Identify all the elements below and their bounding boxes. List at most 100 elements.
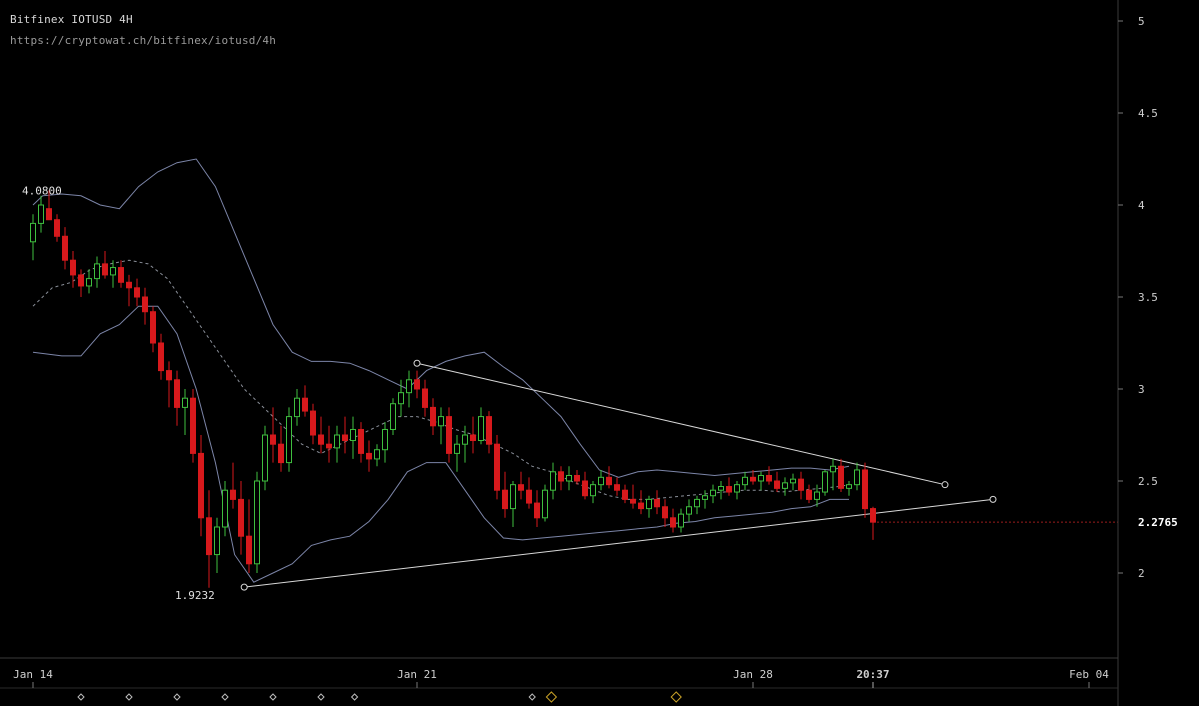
event-marker[interactable] [173,693,181,701]
candle-body [350,428,356,442]
candle-body [566,474,572,482]
candle-body [558,471,564,482]
candle-body [118,267,124,283]
candle-body [518,484,524,491]
event-marker[interactable] [269,693,277,701]
current-price-label: 2.2765 [1138,516,1178,529]
candle-body [758,474,764,482]
candle-body [190,397,196,454]
candle-body [478,416,484,442]
trendlines [240,359,997,591]
candle-body [798,478,804,491]
candle-body [62,235,68,261]
candle-body [126,281,132,289]
event-marker[interactable] [77,693,85,701]
bollinger-bands: 2.2765 [32,158,1178,583]
candle-body [806,489,812,500]
event-marker[interactable] [528,693,536,701]
candle-body [494,443,500,491]
candle-body [182,397,188,408]
candle-body [542,489,548,519]
candle-body [742,476,748,486]
candle-body [862,469,868,510]
candle-body [150,311,156,344]
candle-body [142,296,148,313]
candle-body [422,388,428,408]
candle-body [166,370,172,381]
candle-body [598,476,604,486]
candle-body [814,491,820,500]
candle-body [238,498,244,537]
event-marker[interactable] [221,693,229,701]
y-tick-label: 4 [1138,199,1145,212]
trendline [244,498,994,588]
candle-body [334,434,340,449]
y-tick-label: 3.5 [1138,291,1158,304]
candle-body [534,502,540,519]
candle-body [246,535,252,565]
candle-body [230,489,236,500]
candle-body [366,452,372,460]
candle-body [438,416,444,427]
candle-body [718,486,724,491]
candle-body [254,480,260,565]
event-marker[interactable] [317,693,325,701]
candle-body [110,267,116,276]
trendline-handle [240,583,248,591]
y-tick-label: 2.5 [1138,475,1158,488]
candle-body [318,434,324,445]
candlesticks [30,190,876,588]
candle-body [766,474,772,482]
candle-body [206,517,212,556]
candle-body [630,498,636,504]
event-marker[interactable] [670,691,682,703]
moving-average-line [32,259,850,500]
price-annotation: 4.0800 [22,184,62,197]
chart-url[interactable]: https://cryptowat.ch/bitfinex/iotusd/4h [10,34,277,47]
candle-body [510,484,516,510]
candle-body [486,416,492,445]
candle-body [830,465,836,473]
lower-band-line [32,305,849,583]
candle-body [686,506,692,515]
candle-body [614,484,620,491]
current-time-label: 20:37 [856,668,889,681]
candle-body [550,471,556,491]
event-marker[interactable] [125,693,133,701]
candle-body [286,416,292,464]
candle-body [822,471,828,493]
candle-body [262,434,268,482]
candle-body [430,406,436,427]
candle-body [278,443,284,464]
event-marker[interactable] [350,693,359,701]
candle-body [454,443,460,454]
candle-body [326,443,332,449]
axes: 5 4.5 4 3.5 3 2.5 2 Jan 14 Jan 21 Jan 28 Feb 04 20:… [0,0,1158,706]
candle-body [646,498,652,510]
candle-body [662,506,668,519]
y-tick-label: 2 [1138,567,1145,580]
x-tick-label: Jan 14 [13,668,53,681]
candle-body [654,498,660,508]
candle-body [46,208,52,221]
candle-body [30,222,36,243]
candle-body [294,397,300,418]
candle-body [406,379,412,394]
event-markers[interactable] [77,691,682,703]
candle-body [70,259,76,276]
candle-body [198,452,204,519]
candle-body [54,219,60,237]
candle-body [158,342,164,372]
candle-body [214,526,220,556]
candle-body [726,486,732,493]
x-tick-label: Jan 28 [733,668,773,681]
candle-body [774,480,780,489]
candle-body [846,484,852,489]
candle-body [790,478,796,484]
y-tick-label: 5 [1138,15,1145,28]
candle-body [134,287,140,298]
event-marker[interactable] [545,691,558,703]
candle-body [622,489,628,500]
candle-body [414,379,420,390]
